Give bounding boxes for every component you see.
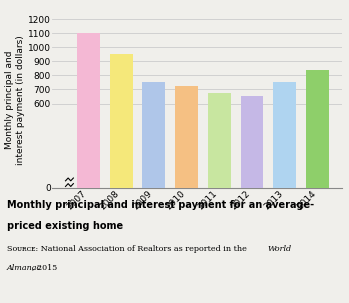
Bar <box>306 70 329 188</box>
Bar <box>240 96 263 188</box>
Text: Sᴏᴜʀᴄᴇ: National Association of Realtors as reported in the: Sᴏᴜʀᴄᴇ: National Association of Realtors… <box>7 245 249 253</box>
Bar <box>142 82 165 188</box>
Bar <box>110 54 133 188</box>
Text: Monthly principal and interest payment for an average-: Monthly principal and interest payment f… <box>7 200 314 210</box>
Text: , 2015: , 2015 <box>32 264 57 271</box>
Text: Almanac: Almanac <box>7 264 42 271</box>
Text: priced existing home: priced existing home <box>7 221 123 231</box>
Bar <box>77 33 100 188</box>
Bar <box>208 93 231 188</box>
Bar <box>273 82 296 188</box>
Bar <box>175 86 198 188</box>
Text: World: World <box>267 245 291 253</box>
Y-axis label: Monthly principal and
interest payment (in dollars): Monthly principal and interest payment (… <box>5 35 25 165</box>
